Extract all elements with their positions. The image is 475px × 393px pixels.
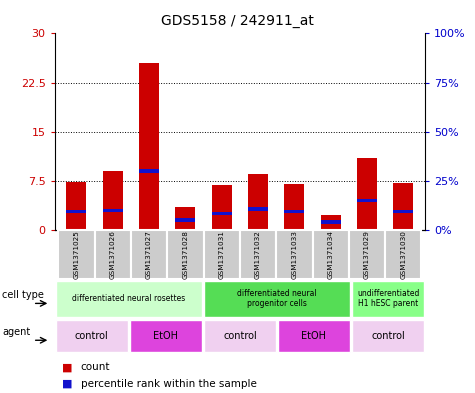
Bar xyxy=(103,209,123,212)
Bar xyxy=(139,169,159,173)
Bar xyxy=(130,320,202,352)
Text: ■: ■ xyxy=(62,362,72,373)
Bar xyxy=(58,230,95,279)
Bar xyxy=(276,230,313,279)
Text: count: count xyxy=(81,362,110,373)
Text: control: control xyxy=(223,331,257,341)
Text: GSM1371027: GSM1371027 xyxy=(146,230,152,279)
Bar xyxy=(352,320,424,352)
Bar xyxy=(285,210,304,213)
Bar xyxy=(357,158,377,230)
Text: GSM1371028: GSM1371028 xyxy=(182,230,189,279)
Bar xyxy=(285,184,304,230)
Bar xyxy=(103,171,123,230)
Bar xyxy=(385,230,421,279)
Bar xyxy=(278,320,350,352)
Bar xyxy=(248,207,268,211)
Text: control: control xyxy=(371,331,405,341)
Bar xyxy=(167,230,204,279)
Bar xyxy=(212,212,232,215)
Bar xyxy=(204,281,350,317)
Bar xyxy=(139,63,159,230)
Text: GSM1371026: GSM1371026 xyxy=(110,230,116,279)
Text: GDS5158 / 242911_at: GDS5158 / 242911_at xyxy=(161,14,314,28)
Text: GSM1371025: GSM1371025 xyxy=(74,230,79,279)
Bar xyxy=(357,199,377,202)
Text: GSM1371032: GSM1371032 xyxy=(255,230,261,279)
Text: ■: ■ xyxy=(62,379,72,389)
Bar xyxy=(352,281,424,317)
Bar xyxy=(66,182,86,230)
Text: GSM1371034: GSM1371034 xyxy=(328,230,333,279)
Text: agent: agent xyxy=(2,327,30,337)
Bar xyxy=(393,183,413,230)
Text: GSM1371033: GSM1371033 xyxy=(291,230,297,279)
Text: EtOH: EtOH xyxy=(153,331,178,341)
Bar xyxy=(131,230,167,279)
Text: cell type: cell type xyxy=(2,290,44,300)
Text: percentile rank within the sample: percentile rank within the sample xyxy=(81,379,256,389)
Bar xyxy=(204,230,240,279)
Bar xyxy=(56,281,202,317)
Text: GSM1371030: GSM1371030 xyxy=(400,230,406,279)
Bar xyxy=(393,210,413,213)
Bar xyxy=(349,230,385,279)
Bar xyxy=(175,219,195,222)
Text: differentiated neural rosettes: differentiated neural rosettes xyxy=(72,294,185,303)
Bar xyxy=(66,210,86,213)
Text: EtOH: EtOH xyxy=(302,331,326,341)
Bar xyxy=(313,230,349,279)
Bar xyxy=(321,215,341,230)
Bar xyxy=(95,230,131,279)
Text: control: control xyxy=(75,331,109,341)
Bar xyxy=(175,207,195,230)
Text: undifferentiated
H1 hESC parent: undifferentiated H1 hESC parent xyxy=(357,289,419,309)
Bar xyxy=(212,185,232,230)
Bar xyxy=(248,174,268,230)
Bar xyxy=(56,320,128,352)
Text: GSM1371029: GSM1371029 xyxy=(364,230,370,279)
Bar xyxy=(321,220,341,224)
Text: GSM1371031: GSM1371031 xyxy=(218,230,225,279)
Text: differentiated neural
progenitor cells: differentiated neural progenitor cells xyxy=(237,289,317,309)
Bar xyxy=(204,320,276,352)
Bar xyxy=(240,230,276,279)
